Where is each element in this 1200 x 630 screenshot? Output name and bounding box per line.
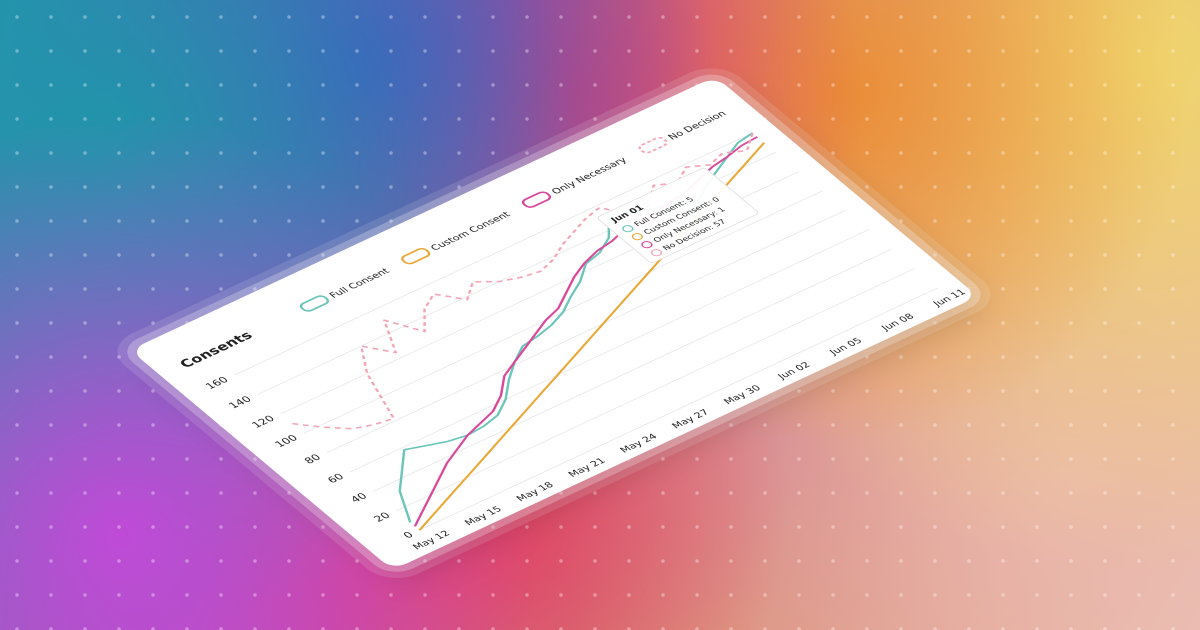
- tooltip-marker: [650, 249, 663, 257]
- grid-line: [372, 248, 892, 492]
- y-tick-label: 60: [325, 472, 347, 485]
- y-tick-label: 40: [348, 491, 370, 504]
- tooltip-marker: [622, 225, 634, 233]
- legend-marker: [638, 136, 668, 154]
- legend-label: Full Consent: [328, 267, 393, 300]
- legend-marker: [521, 191, 552, 208]
- chart-card: Consents 0 20 40 60 80 100 120 140 160 May 12 May …: [130, 76, 978, 571]
- legend-label: No Decision: [666, 109, 729, 141]
- grid-line: [396, 268, 915, 512]
- data-line: [292, 132, 754, 430]
- grid-line: [349, 229, 869, 473]
- chart-title: Consents: [177, 329, 257, 371]
- y-tick-label: 140: [226, 394, 254, 410]
- tooltip-marker: [631, 233, 643, 241]
- tooltip-marker: [641, 241, 653, 249]
- grid-line: [419, 287, 939, 531]
- y-tick-label: 0: [401, 530, 416, 540]
- y-tick-label: 20: [372, 511, 394, 524]
- legend-marker: [401, 247, 431, 265]
- grid-line: [326, 210, 846, 453]
- grid-line: [234, 132, 753, 376]
- legend-label: Only Necessary: [550, 156, 630, 196]
- y-tick-label: 80: [302, 452, 324, 465]
- y-tick-label: 120: [250, 414, 278, 430]
- legend-label: Custom Consent: [429, 210, 513, 252]
- legend-marker: [299, 295, 330, 312]
- y-tick-label: 160: [203, 375, 231, 391]
- y-tick-label: 100: [273, 433, 301, 449]
